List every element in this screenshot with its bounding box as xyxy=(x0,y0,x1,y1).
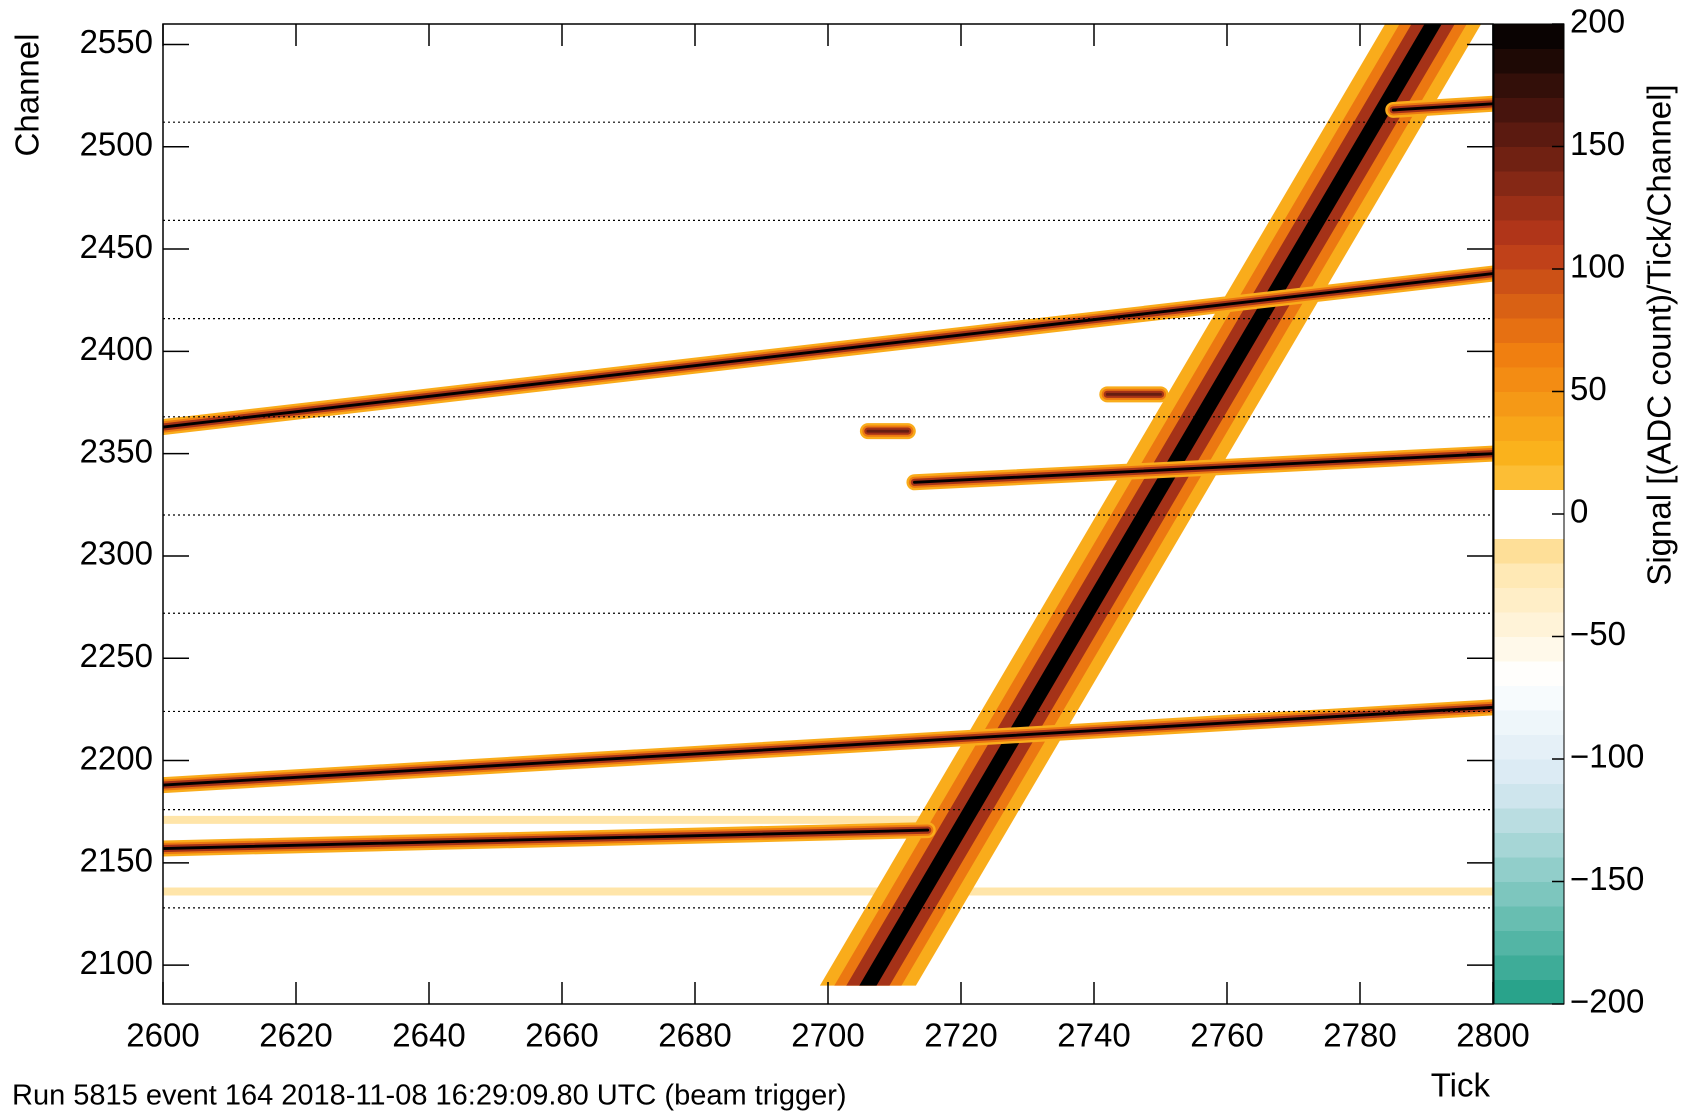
colorbar-band xyxy=(1494,612,1564,637)
plot-area xyxy=(163,24,1493,986)
colorbar-band xyxy=(1494,220,1564,245)
track xyxy=(859,24,1442,986)
z-tick-label: 100 xyxy=(1570,248,1625,285)
colorbar-band xyxy=(1494,97,1564,123)
colorbar-band xyxy=(1494,514,1564,539)
track xyxy=(163,272,1493,429)
track xyxy=(913,452,1493,484)
colorbar-band xyxy=(1494,783,1564,809)
plot-frame xyxy=(162,23,1494,1005)
z-tick-label: 0 xyxy=(1570,493,1588,530)
track xyxy=(163,705,1493,787)
z-tick-label: 200 xyxy=(1570,3,1625,40)
colorbar-band xyxy=(1494,489,1564,515)
y-tick-label: 2250 xyxy=(80,637,153,674)
y-tick-label: 2200 xyxy=(80,739,153,776)
x-tick-label: 2640 xyxy=(392,1017,465,1054)
y-tick-label: 2500 xyxy=(80,125,153,162)
colorbar-band xyxy=(1494,269,1564,294)
colorbar-band xyxy=(1494,367,1564,392)
colorbar-band xyxy=(1494,930,1564,956)
colorbar-band xyxy=(1494,342,1564,368)
colorbar-band xyxy=(1494,171,1564,196)
colorbar-band xyxy=(1494,416,1564,441)
colorbar-band xyxy=(1494,465,1564,490)
x-tick-label: 2800 xyxy=(1456,1017,1529,1054)
y-tick-label: 2400 xyxy=(80,330,153,367)
z-tick-label: −100 xyxy=(1570,738,1644,775)
colorbar-band xyxy=(1494,563,1564,588)
x-tick-label: 2600 xyxy=(126,1017,199,1054)
x-tick-label: 2760 xyxy=(1190,1017,1263,1054)
colorbar-band xyxy=(1494,979,1564,1005)
colorbar-band xyxy=(1494,318,1564,343)
colorbar-band xyxy=(1494,734,1564,760)
x-tick-label: 2620 xyxy=(259,1017,332,1054)
x-tick-label: 2700 xyxy=(791,1017,864,1054)
colorbar-band xyxy=(1494,636,1564,662)
colorbar-band xyxy=(1494,832,1564,858)
z-tick-label: −150 xyxy=(1570,860,1644,897)
track xyxy=(1391,102,1493,112)
y-axis-label: Channel xyxy=(9,34,46,157)
colorbar-band xyxy=(1494,48,1564,74)
colorbar-band xyxy=(1494,73,1564,98)
x-tick-label: 2740 xyxy=(1057,1017,1130,1054)
x-tick-label: 2680 xyxy=(658,1017,731,1054)
colorbar-band xyxy=(1494,146,1564,172)
z-tick-label: 50 xyxy=(1570,370,1607,407)
colorbar-band xyxy=(1494,857,1564,882)
x-tick-label: 2720 xyxy=(924,1017,997,1054)
colorbar-band xyxy=(1494,759,1564,784)
z-tick-label: −200 xyxy=(1570,983,1644,1020)
footer: Run 5815 event 164 2018-11-08 16:29:09.8… xyxy=(12,1080,847,1112)
x-tick-label: 2780 xyxy=(1323,1017,1396,1054)
x-tick-label: 2660 xyxy=(525,1017,598,1054)
colorbar-band xyxy=(1494,538,1564,564)
y-tick-label: 2300 xyxy=(80,535,153,572)
colorbar-band xyxy=(1494,587,1564,613)
y-tick-label: 2350 xyxy=(80,432,153,469)
z-tick-label: 150 xyxy=(1570,125,1625,162)
colorbar-band xyxy=(1494,24,1564,49)
colorbar-band xyxy=(1494,391,1564,417)
y-tick-label: 2450 xyxy=(80,228,153,265)
colorbar-band xyxy=(1494,195,1564,221)
y-tick-label: 2150 xyxy=(80,842,153,879)
y-tick-label: 2550 xyxy=(80,23,153,60)
colorbar-band xyxy=(1494,244,1564,270)
colorbar-band xyxy=(1494,685,1564,711)
colorbar-band xyxy=(1494,955,1564,980)
colorbar-band xyxy=(1494,710,1564,735)
colorbar-band xyxy=(1494,661,1564,686)
colorbar-band xyxy=(1494,808,1564,833)
x-axis-label: Tick xyxy=(1431,1067,1491,1104)
colorbar-band xyxy=(1494,906,1564,931)
colorbar-band xyxy=(1494,122,1564,147)
colorbar-band xyxy=(1494,881,1564,907)
z-tick-label: −50 xyxy=(1570,615,1626,652)
y-tick-label: 2100 xyxy=(80,944,153,981)
colorbar-band xyxy=(1494,440,1564,466)
track xyxy=(163,828,930,850)
colorbar-band xyxy=(1494,293,1564,319)
z-axis-label: Signal [(ADC count)/Tick/Channel] xyxy=(1641,84,1678,585)
